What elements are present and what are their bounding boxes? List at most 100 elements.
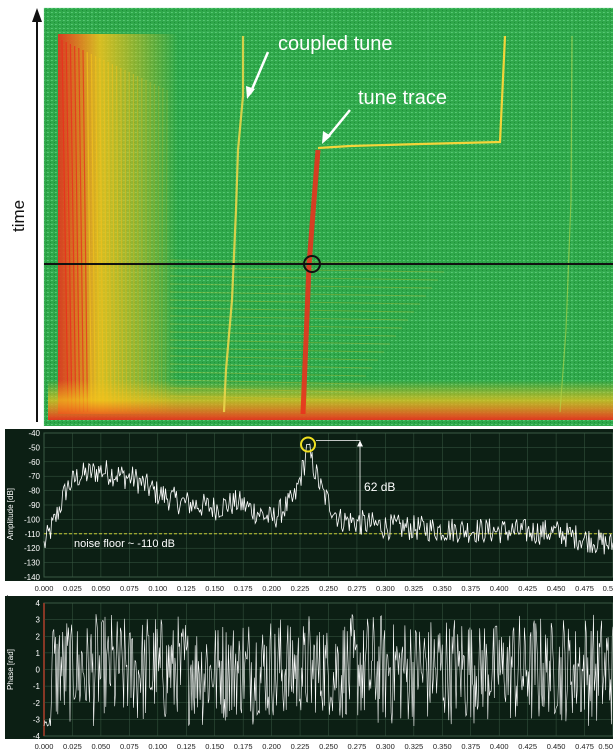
x-tick-label: 0.350 bbox=[433, 584, 452, 593]
phase-series-line bbox=[43, 614, 613, 727]
x-tick-label: 0.050 bbox=[92, 742, 111, 751]
spectrogram-stripe bbox=[169, 355, 379, 361]
x-tick-label: 0.325 bbox=[404, 742, 423, 751]
x-tick-label: 0.175 bbox=[234, 742, 253, 751]
x-tick-label: 0.425 bbox=[518, 742, 537, 751]
tune-trace-annotation: tune trace bbox=[358, 87, 447, 109]
x-tick-label: 0.150 bbox=[205, 584, 224, 593]
y-tick-label: 4 bbox=[36, 599, 41, 608]
amplitude-panel: Amplitude [dB] -40 -50 -60 -70 -80 -90 -100 -11… bbox=[5, 429, 613, 582]
spectrogram-stripe bbox=[116, 65, 120, 413]
tune-marker-circle bbox=[303, 255, 321, 273]
x-tick-label: 0.125 bbox=[177, 742, 196, 751]
phase-grid bbox=[43, 602, 613, 737]
y-tick-label: -120 bbox=[24, 544, 41, 553]
noise-floor-label: noise floor ~ -110 dB bbox=[74, 538, 175, 550]
y-tick-label: -90 bbox=[28, 501, 40, 510]
x-tick-label: 0.50 bbox=[598, 742, 613, 751]
peak-height-indicator bbox=[316, 440, 364, 534]
bottom-band bbox=[48, 380, 613, 420]
tune-trace-arrow bbox=[326, 109, 351, 139]
amplitude-grid bbox=[43, 432, 613, 578]
x-tick-label: 0.325 bbox=[404, 584, 423, 593]
y-tick-label: -50 bbox=[28, 443, 40, 452]
x-tick-label: 0.400 bbox=[490, 742, 509, 751]
y-tick-label: -70 bbox=[28, 472, 40, 481]
x-tick-label: 0.300 bbox=[376, 584, 395, 593]
x-tick-label: 0.275 bbox=[348, 584, 367, 593]
x-axis-mark: · bbox=[6, 591, 9, 600]
spectrogram-stripe bbox=[82, 49, 89, 413]
spectrogram-stripe bbox=[169, 307, 415, 313]
spectrogram-stripe bbox=[132, 73, 135, 413]
y-tick-label: -40 bbox=[28, 429, 40, 438]
x-tick-label: 0.375 bbox=[461, 584, 480, 593]
spectrogram-stripe bbox=[157, 85, 160, 413]
spectrogram-stripe bbox=[120, 67, 124, 413]
spectrogram-stripe bbox=[90, 53, 96, 413]
y-tick-label: -130 bbox=[24, 559, 41, 568]
spectrogram-stripe bbox=[169, 291, 427, 297]
spectrogram-stripe bbox=[169, 363, 373, 369]
amplitude-axis-label: Amplitude [dB] bbox=[6, 488, 15, 540]
y-tick-label: 3 bbox=[36, 616, 41, 625]
spectrogram-stripe bbox=[169, 275, 439, 281]
time-axis-arrowhead bbox=[32, 8, 42, 22]
x-tick-label: 0.075 bbox=[120, 584, 139, 593]
x-tick-label: 0.475 bbox=[575, 742, 594, 751]
x-tick-label: 0.350 bbox=[433, 742, 452, 751]
phase-y-ticks: 4 3 2 1 0 -1 -2 -3 -4 bbox=[33, 599, 41, 741]
x-tick-label: 0.225 bbox=[291, 742, 310, 751]
y-tick-label: -100 bbox=[24, 515, 41, 524]
x-tick-label: 0.375 bbox=[461, 742, 480, 751]
spectrogram-stripe bbox=[169, 283, 433, 289]
coupled-tune-arrowhead bbox=[246, 86, 255, 99]
x-tick-label: 0.150 bbox=[205, 742, 224, 751]
coupled-tune-line bbox=[222, 36, 245, 413]
x-tick-label: 0.475 bbox=[575, 584, 594, 593]
x-tick-label: 0.275 bbox=[348, 742, 367, 751]
coupled-tune-arrow bbox=[248, 51, 270, 95]
spectrogram-stripe bbox=[137, 75, 139, 413]
spectrogram-panel: coupled tune tune trace bbox=[43, 7, 613, 426]
amplitude-y-ticks: -40 -50 -60 -70 -80 -90 -100 -110 -120 -130 -140 bbox=[24, 429, 41, 582]
x-axis-strip-1 bbox=[5, 581, 613, 594]
y-tick-label: 2 bbox=[36, 632, 41, 641]
spectrogram-stripe bbox=[169, 339, 391, 345]
x-tick-label: 0.000 bbox=[35, 584, 54, 593]
spectrogram-stripe bbox=[153, 83, 155, 413]
phase-axis-label: Phase [rad] bbox=[6, 649, 15, 690]
y-tick-label: -140 bbox=[24, 573, 41, 582]
x-tick-label: 0.425 bbox=[518, 584, 537, 593]
phase-panel: Phase [rad] 4 3 2 1 0 -1 -2 -3 -4 bbox=[5, 596, 613, 741]
x-tick-label: 0.250 bbox=[319, 742, 338, 751]
spectrogram-stripe bbox=[169, 347, 385, 353]
x-tick-label: 0.025 bbox=[63, 742, 82, 751]
x-tick-label: 0.125 bbox=[177, 584, 196, 593]
y-tick-label: -2 bbox=[33, 699, 41, 708]
amplitude-x-ticks: 0.000 0.025 0.050 0.075 0.100 0.125 0.150 0.175… bbox=[35, 584, 613, 593]
x-tick-label: 0.075 bbox=[120, 742, 139, 751]
phase-x-ticks: 0.000 0.025 0.050 0.075 0.100 0.125 0.150 0.175… bbox=[35, 742, 613, 751]
spectrogram-stripe bbox=[169, 371, 367, 377]
y-tick-label: -4 bbox=[33, 732, 41, 741]
y-tick-label: -110 bbox=[25, 530, 41, 539]
spectrogram-stripe bbox=[61, 39, 69, 413]
spectrogram-stripe bbox=[164, 89, 168, 413]
x-tick-label: 0.450 bbox=[547, 584, 566, 593]
x-tick-label: 0.225 bbox=[291, 584, 310, 593]
spectrogram-stripe bbox=[169, 315, 409, 321]
spectrogram-stripe bbox=[86, 51, 92, 413]
spectrogram-stripe bbox=[161, 87, 164, 413]
spectrogram-stripe bbox=[128, 71, 131, 413]
x-tick-label: 0.050 bbox=[92, 584, 111, 593]
tune-trace-horizontal bbox=[317, 35, 507, 150]
x-tick-label: 0.200 bbox=[262, 742, 281, 751]
spectrogram-stripe bbox=[95, 55, 100, 413]
spectrogram-stripe bbox=[107, 61, 112, 413]
spectrogram-stripe bbox=[169, 299, 421, 305]
x-tick-label: 0.250 bbox=[319, 584, 338, 593]
spectrogram-stripe bbox=[99, 57, 104, 413]
x-tick-label: 0.5 bbox=[603, 584, 613, 593]
x-tick-label: 0.100 bbox=[148, 742, 167, 751]
